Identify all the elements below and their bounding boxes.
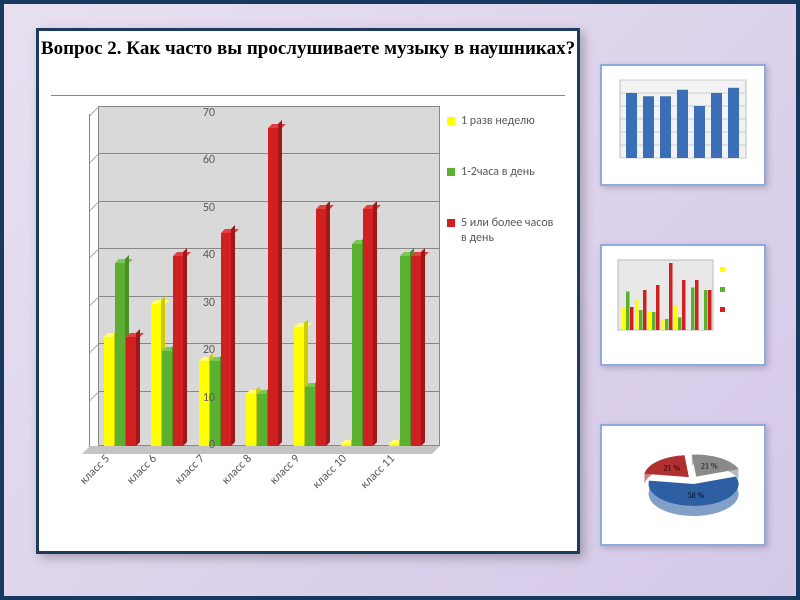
svg-text:21 %: 21 %	[701, 461, 718, 470]
legend-item: 1 разв неделю	[447, 114, 559, 129]
svg-text:58 %: 58 %	[688, 491, 705, 500]
slide: { "title": "Вопрос 2. Как часто вы просл…	[4, 4, 796, 596]
chart-title: Вопрос 2. Как часто вы прослушиваете муз…	[39, 37, 577, 61]
legend-item: 5 или более часов в день	[447, 216, 559, 246]
thumb-3[interactable]: 58 % 21 % 21 %	[600, 424, 766, 546]
chart-area: 010203040506070класс 5класс 6класс 7клас…	[51, 95, 565, 536]
main-chart-frame: Вопрос 2. Как часто вы прослушиваете муз…	[36, 28, 580, 554]
thumb-1[interactable]	[600, 64, 766, 186]
legend-item: 1-2часа в день	[447, 165, 559, 180]
svg-text:21 %: 21 %	[664, 463, 681, 472]
thumb-2[interactable]	[600, 244, 766, 366]
legend: 1 разв неделю 1-2часа в день 5 или более…	[447, 114, 559, 282]
plot-area	[89, 114, 432, 447]
